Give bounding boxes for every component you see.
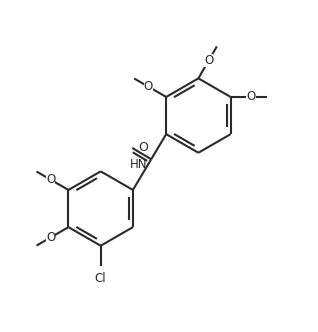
Text: O: O [204, 54, 213, 67]
Text: O: O [144, 80, 153, 93]
Text: HN: HN [130, 158, 148, 171]
Text: O: O [246, 90, 256, 104]
Text: Cl: Cl [95, 272, 107, 285]
Text: O: O [46, 173, 55, 186]
Text: O: O [138, 141, 148, 154]
Text: O: O [46, 231, 55, 244]
